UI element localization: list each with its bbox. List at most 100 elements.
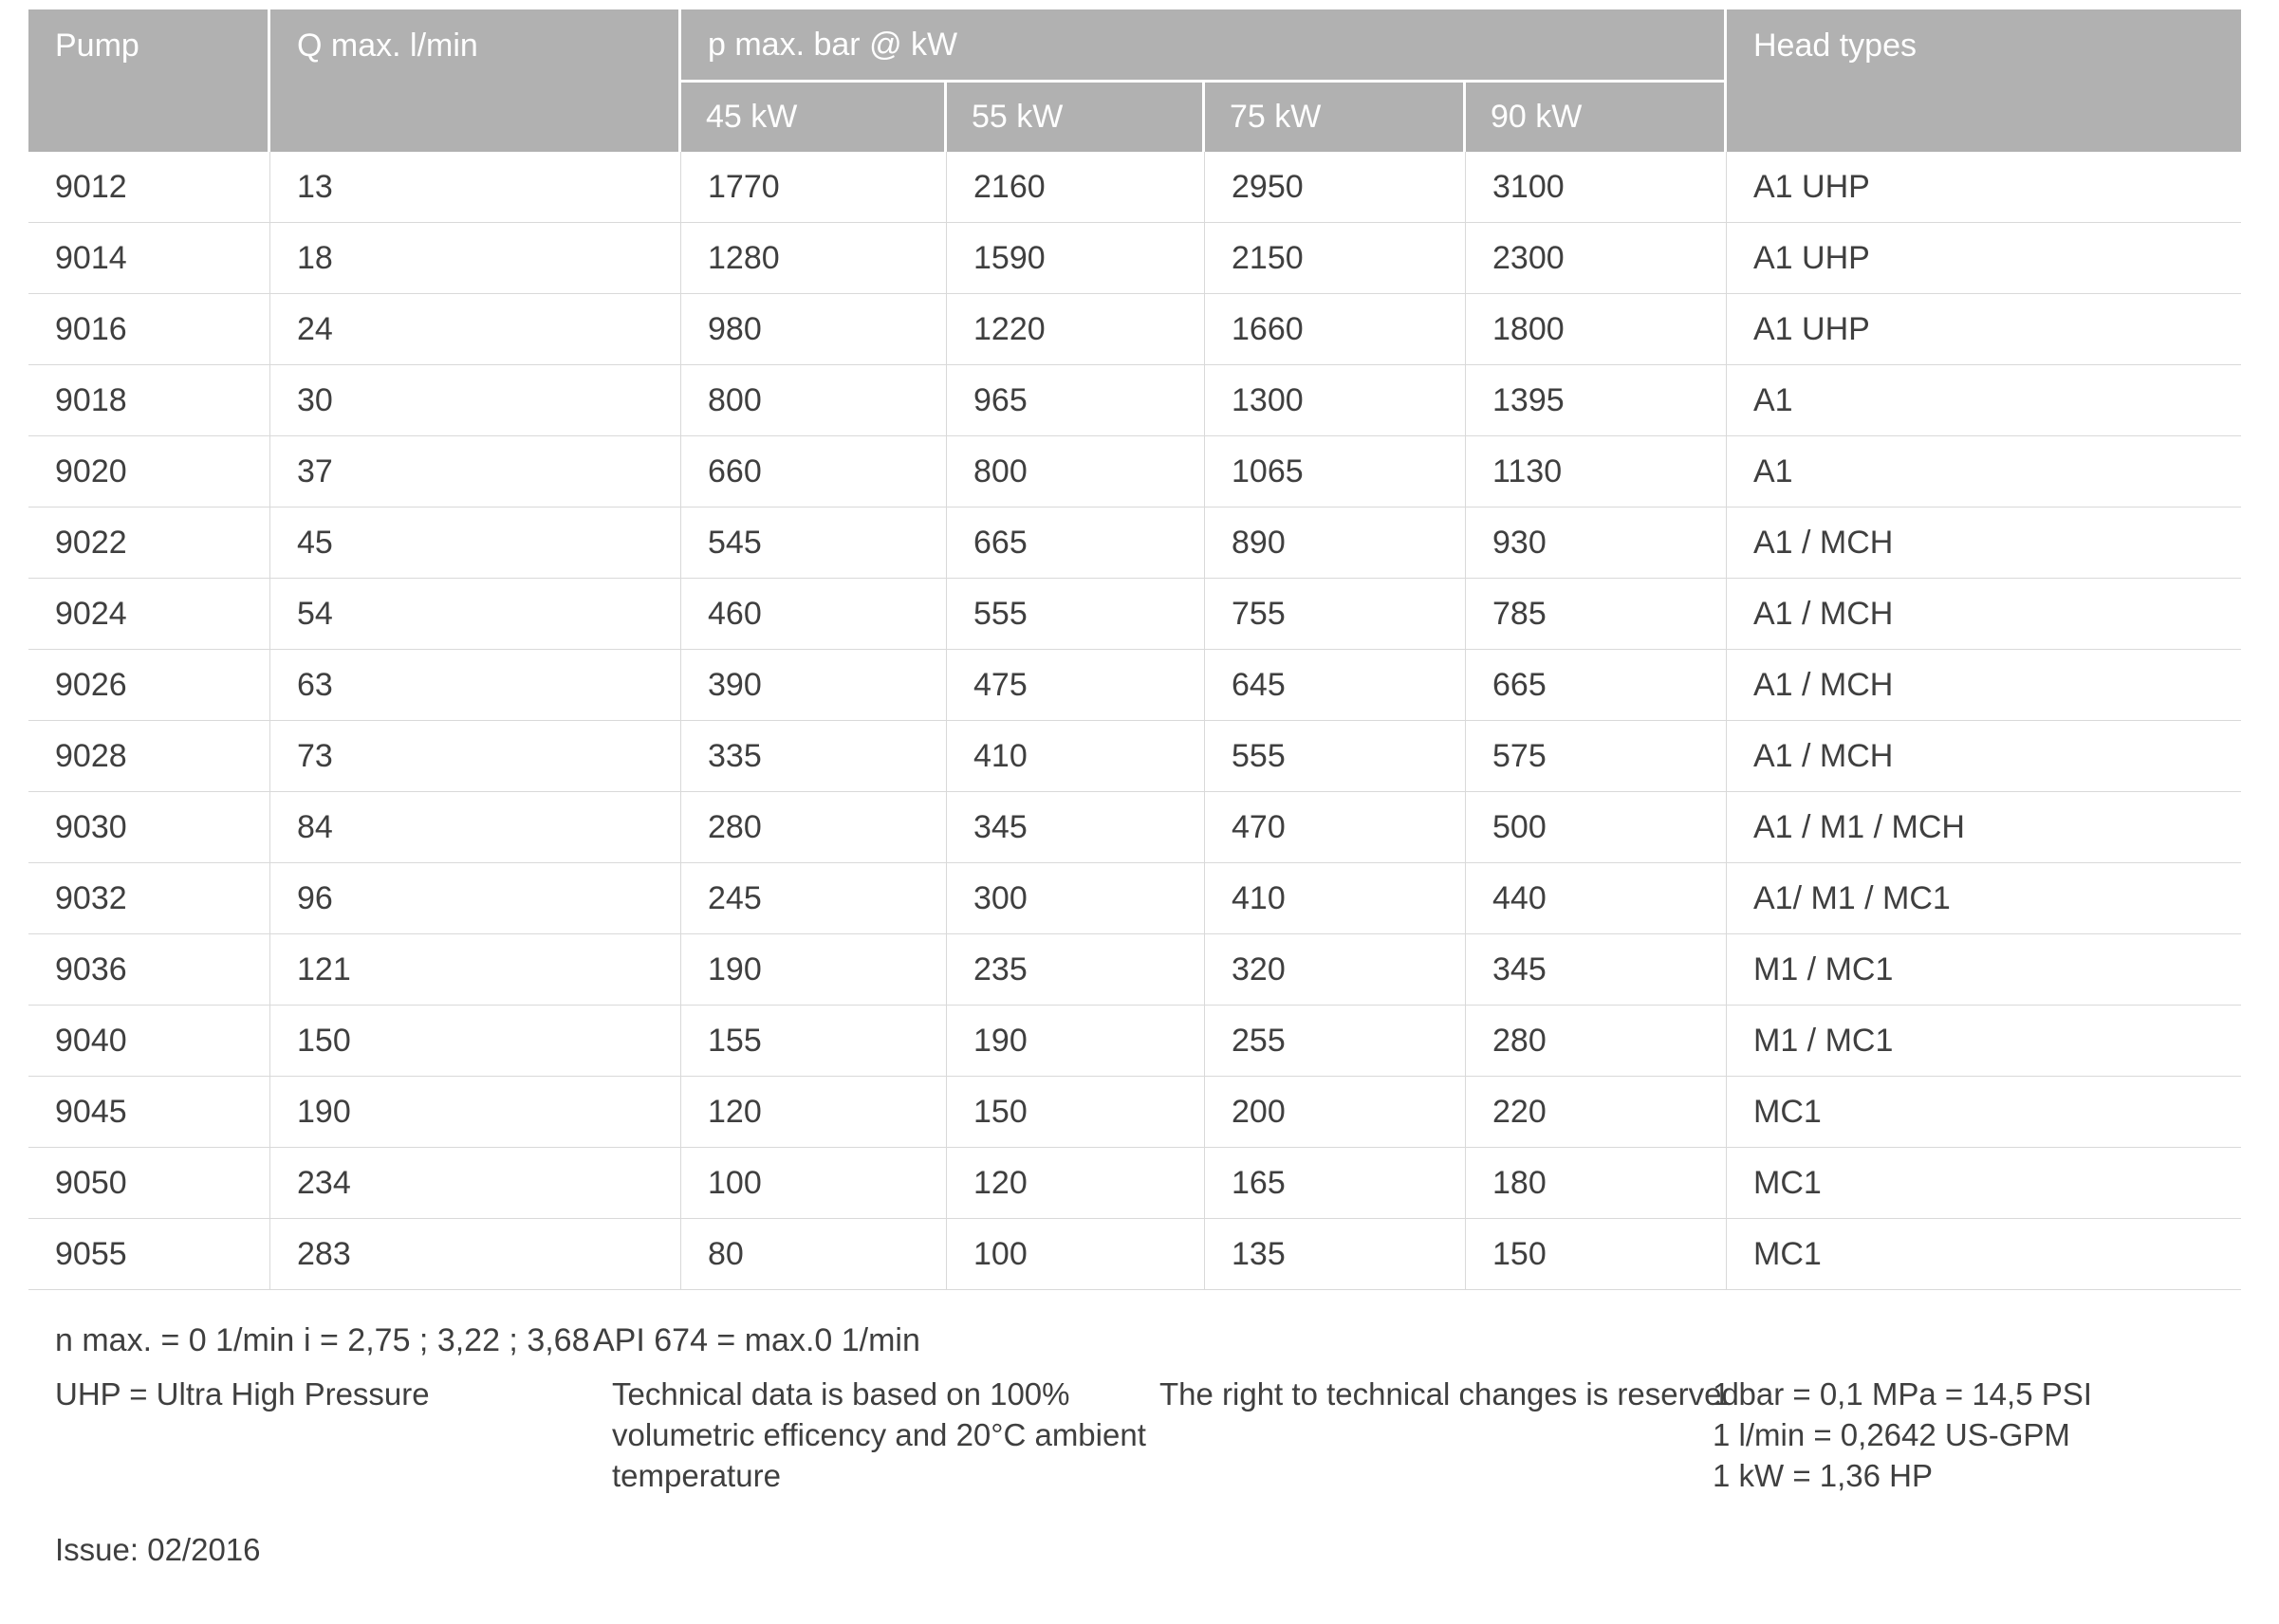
p75-cell: 2150 [1205,223,1466,293]
footnote-tech-note: Technical data is based on 100% volumetr… [612,1374,1146,1496]
p55-cell: 800 [947,436,1205,507]
header-90kw: 90 kW [1466,83,1727,152]
pump-cell: 9016 [28,294,270,364]
header-pump: Pump [28,9,270,152]
footnote-line: n max. = 0 1/min i = 2,75 ; 3,22 ; 3,68 … [0,1322,2279,1364]
p90-cell: 500 [1466,792,1727,862]
table-row: 9030 84 280 345 470 500 A1 / M1 / MCH [28,792,2241,863]
qmax-cell: 234 [270,1148,681,1218]
p75-cell: 165 [1205,1148,1466,1218]
table-row: 9028 73 335 410 555 575 A1 / MCH [28,721,2241,792]
p55-cell: 345 [947,792,1205,862]
p90-cell: 785 [1466,579,1727,649]
tech-note-line: temperature [612,1458,781,1493]
pump-cell: 9055 [28,1219,270,1289]
head-types-cell: A1 [1753,453,1793,489]
p55-cell: 555 [947,579,1205,649]
pump-cell: 9028 [28,721,270,791]
qmax-cell: 30 [270,365,681,435]
p55-cell: 150 [947,1077,1205,1147]
p90-cell: 1130 [1466,436,1727,507]
footnote-uhp: UHP = Ultra High Pressure [55,1376,430,1412]
p90-cell: 345 [1466,934,1727,1005]
header-45kw: 45 kW [681,83,947,152]
table-row: 9032 96 245 300 410 440 A1/ M1 / MC1 [28,863,2241,934]
qmax-cell: 45 [270,508,681,578]
p75-cell: 470 [1205,792,1466,862]
conversion-line: 1 bar = 0,1 MPa = 14,5 PSI [1713,1376,2092,1412]
p45-cell: 190 [681,934,947,1005]
qmax-cell: 73 [270,721,681,791]
p90-cell: 1395 [1466,365,1727,435]
qmax-cell: 190 [270,1077,681,1147]
p90-cell: 575 [1466,721,1727,791]
p45-cell: 390 [681,650,947,720]
qmax-cell: 96 [270,863,681,933]
header-head-types: Head types [1727,9,2241,152]
p75-cell: 200 [1205,1077,1466,1147]
p45-cell: 1280 [681,223,947,293]
head-types-cell: MC1 [1753,1094,1822,1130]
head-types-cell: A1 / M1 / MCH [1753,809,1965,845]
p75-cell: 255 [1205,1006,1466,1076]
p90-cell: 220 [1466,1077,1727,1147]
p75-cell: 555 [1205,721,1466,791]
p45-cell: 460 [681,579,947,649]
table-row: 9012 13 1770 2160 2950 3100 A1 UHP [28,152,2241,223]
p45-cell: 80 [681,1219,947,1289]
footnote-api: API 674 = max.0 1/min [593,1322,920,1358]
conversion-line: 1 l/min = 0,2642 US-GPM [1713,1417,2070,1452]
pump-cell: 9030 [28,792,270,862]
table-row: 9018 30 800 965 1300 1395 A1 [28,365,2241,436]
p55-cell: 190 [947,1006,1205,1076]
qmax-cell: 18 [270,223,681,293]
p55-cell: 100 [947,1219,1205,1289]
table-row: 9055 283 80 100 135 150 MC1 [28,1219,2241,1290]
header-qmax: Q max. l/min [270,9,681,152]
qmax-cell: 54 [270,579,681,649]
pump-cell: 9020 [28,436,270,507]
p45-cell: 245 [681,863,947,933]
table-header: Pump Q max. l/min p max. bar @ kW 45 kW … [28,9,2241,152]
p45-cell: 335 [681,721,947,791]
table-row: 9022 45 545 665 890 930 A1 / MCH [28,508,2241,579]
p75-cell: 890 [1205,508,1466,578]
qmax-cell: 84 [270,792,681,862]
p90-cell: 3100 [1466,152,1727,222]
table-row: 9020 37 660 800 1065 1130 A1 [28,436,2241,508]
p75-cell: 1660 [1205,294,1466,364]
pump-cell: 9012 [28,152,270,222]
head-types-cell: A1 / MCH [1753,596,1894,632]
table-row: 9024 54 460 555 755 785 A1 / MCH [28,579,2241,650]
qmax-cell: 37 [270,436,681,507]
p45-cell: 120 [681,1077,947,1147]
p55-cell: 235 [947,934,1205,1005]
conversion-line: 1 kW = 1,36 HP [1713,1458,1934,1493]
table-row: 9045 190 120 150 200 220 MC1 [28,1077,2241,1148]
pump-cell: 9022 [28,508,270,578]
head-types-cell: M1 / MC1 [1753,1023,1894,1059]
head-types-cell: A1 UHP [1753,311,1870,347]
p90-cell: 665 [1466,650,1727,720]
pump-cell: 9024 [28,579,270,649]
p45-cell: 545 [681,508,947,578]
p55-cell: 665 [947,508,1205,578]
p55-cell: 2160 [947,152,1205,222]
pump-cell: 9014 [28,223,270,293]
table-row: 9050 234 100 120 165 180 MC1 [28,1148,2241,1219]
table-row: 9040 150 155 190 255 280 M1 / MC1 [28,1006,2241,1077]
table-row: 9036 121 190 235 320 345 M1 / MC1 [28,934,2241,1006]
tech-note-line: volumetric efficency and 20°C ambient [612,1417,1146,1452]
pump-cell: 9036 [28,934,270,1005]
qmax-cell: 121 [270,934,681,1005]
p75-cell: 410 [1205,863,1466,933]
p75-cell: 135 [1205,1219,1466,1289]
header-55kw: 55 kW [947,83,1205,152]
head-types-cell: A1/ M1 / MC1 [1753,880,1951,916]
p45-cell: 980 [681,294,947,364]
p90-cell: 2300 [1466,223,1727,293]
table-body: 9012 13 1770 2160 2950 3100 A1 UHP 9014 … [28,152,2241,1290]
pump-cell: 9032 [28,863,270,933]
p45-cell: 800 [681,365,947,435]
